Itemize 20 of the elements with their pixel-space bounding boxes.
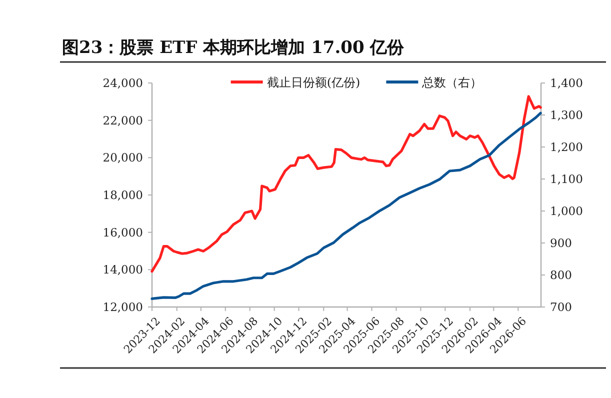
y2-tick-label: 1,300 (550, 108, 583, 122)
legend-label: 总数（右） (421, 76, 482, 90)
y-tick-label: 12,000 (102, 300, 143, 314)
y2-tick-label: 1,200 (550, 140, 583, 154)
y-tick-label: 22,000 (102, 113, 143, 128)
y2-tick-label: 800 (550, 268, 572, 282)
line-series (150, 112, 542, 300)
y2-tick-label: 1,000 (550, 204, 583, 218)
y-tick-label: 18,000 (102, 188, 143, 202)
line-series (150, 95, 542, 273)
y2-tick-label: 1,400 (550, 76, 583, 90)
y2-tick-label: 900 (550, 236, 572, 250)
y2-tick-label: 1,100 (550, 172, 583, 186)
y-tick-label: 14,000 (102, 262, 143, 277)
y-tick-label: 16,000 (102, 225, 143, 240)
y-tick-label: 24,000 (102, 76, 143, 90)
legend-label: 截止日份额(亿份) (266, 76, 360, 90)
chart-title: 图23：股票 ETF 本期环比增加 17.00 亿份 (62, 38, 406, 58)
y-tick-label: 20,000 (102, 150, 143, 165)
y2-tick-label: 700 (550, 300, 572, 314)
